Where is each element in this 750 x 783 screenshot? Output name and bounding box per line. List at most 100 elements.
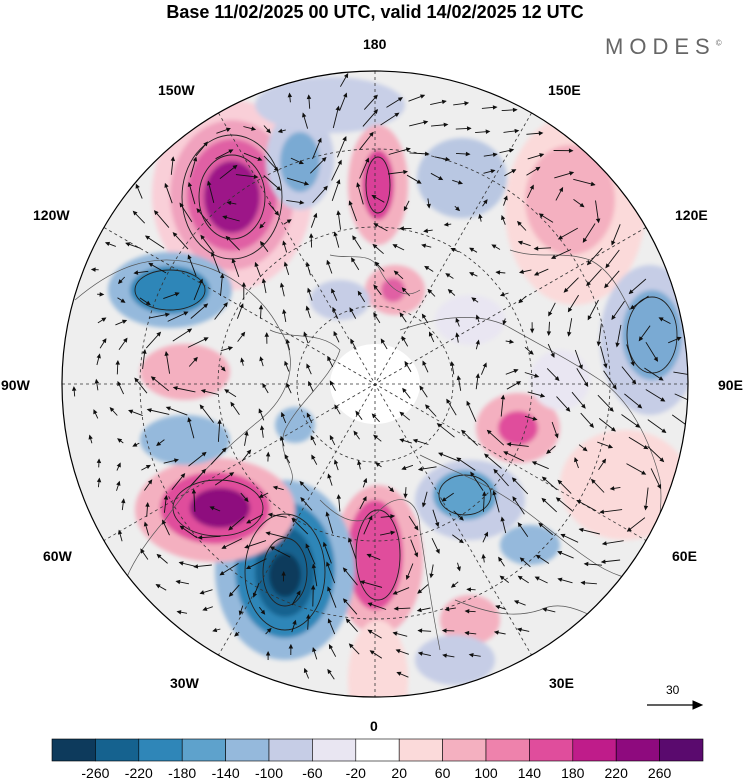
wind-vector-head [438,452,444,457]
colorbar-tick-label: 220 [605,765,629,781]
wind-vector-head [302,112,307,118]
wind-vector [211,252,221,274]
wind-vector-head [164,350,169,356]
wind-vector-head [444,606,450,612]
wind-vector-head [450,583,456,588]
wind-vector-head [424,404,430,410]
wind-vector-head [269,546,275,551]
wind-vector-head [364,157,370,163]
wind-vector [332,106,340,129]
wind-vector-head [241,281,247,287]
lon-label-120e: 120E [675,207,708,223]
wind-vector-head [569,171,575,176]
wind-vector [323,542,332,564]
wind-vector-head [557,479,563,485]
wind-vector-head [491,244,497,249]
wind-vector [645,389,665,402]
wind-vector-head [395,649,401,654]
wind-vector-head [373,312,378,318]
wind-vector [597,394,614,412]
wind-vector-head [421,313,427,319]
wind-vector-head [207,180,212,186]
wind-vector [647,419,666,433]
wind-vector [456,457,476,471]
wind-vector [188,452,207,467]
wind-vector-head [219,273,225,279]
wind-vector-head [211,251,216,257]
wind-vector-head [534,576,540,581]
wind-vector-head [243,497,249,503]
wind-vector-head [417,651,423,656]
wind-vector-head [223,302,228,308]
wind-vector-head [392,244,398,249]
wind-vector-head [423,120,429,125]
wind-vector-head [393,606,399,611]
wind-vector-head [417,589,423,594]
wind-vector [597,323,602,346]
wind-vector-head [305,305,310,311]
wind-vector-head [420,94,426,99]
wind-vector-head [517,240,523,246]
wind-vector [200,235,215,254]
wind-vector-head [509,148,515,153]
wind-vector [190,303,208,319]
wind-vector-head [558,186,564,193]
wind-vector-head [583,381,589,387]
map-title: Base 11/02/2025 00 UTC, valid 14/02/2025… [166,2,584,22]
wind-vector-head [245,565,252,570]
wind-vector-head [567,331,572,337]
wind-vector-head [631,379,637,385]
wind-vector-head [132,442,138,447]
wind-vector-head [258,408,263,414]
wind-vector-head [343,73,349,79]
wind-vector-head [201,451,207,457]
wind-vector-head [179,202,184,208]
wind-vector-head [638,336,644,342]
wind-vector-head [120,298,126,303]
wind-vector-head [424,151,430,156]
wind-vector-head [389,487,395,493]
wind-vector-head [464,630,470,636]
wind-vector [576,500,597,512]
wind-vector-head [145,300,151,306]
wind-vector [244,540,267,549]
wind-vector-head [596,341,602,347]
wind-vector-head [428,331,434,337]
wind-vector-head [539,153,545,158]
wind-vector [312,564,318,587]
wind-vector-head [357,460,362,466]
wind-vector-head [101,317,107,322]
wind-vector-head [308,380,313,387]
wind-vector-head [435,548,440,554]
wind-vector-head [483,199,488,205]
wind-vector [193,279,203,301]
wind-vector-head [244,430,249,436]
wind-vector-head [327,586,332,592]
wind-vector-head [511,169,517,174]
wind-vector-head [501,214,506,221]
wind-vector-head [392,631,398,636]
wind-vector-head [586,281,591,287]
wind-vector-head [455,206,461,212]
wind-vector-head [135,183,140,189]
lon-label-150e: 150E [548,82,581,98]
wind-vector-head [590,478,596,484]
wind-vector [673,371,688,376]
wind-vector-head [455,332,460,338]
wind-vector-head [603,363,608,369]
wind-vector [512,477,529,495]
wind-vector-head [132,210,138,216]
wind-vector-head [412,438,418,444]
wind-vector-head [499,292,505,297]
wind-vector-head [347,537,353,543]
wind-vector-head [586,260,592,266]
colorbar-tick-label: -20 [346,765,366,781]
wind-vector-head [641,470,647,475]
wind-vector-head [447,289,453,294]
wind-vector-head [528,350,534,355]
wind-vector-head [229,472,235,477]
wind-vector-head [390,530,396,535]
wind-vector-head [142,348,147,354]
colorbar-swatch [659,738,704,762]
wind-vector-head [441,628,447,633]
